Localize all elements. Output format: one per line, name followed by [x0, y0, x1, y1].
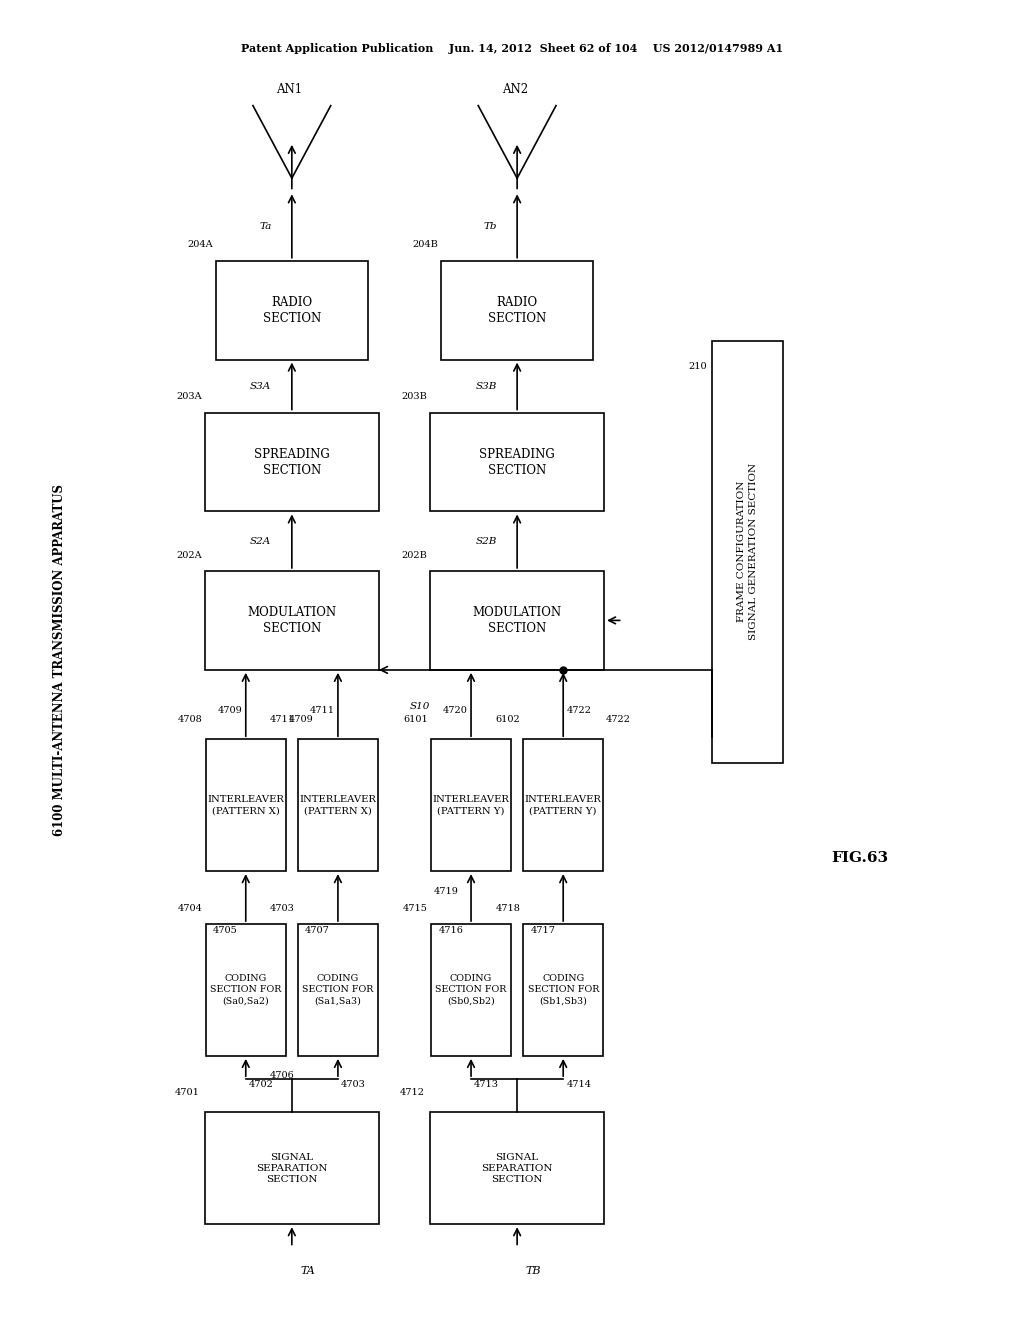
Text: 4703: 4703: [270, 904, 295, 912]
Text: 4701: 4701: [175, 1088, 200, 1097]
Text: S2A: S2A: [250, 537, 271, 545]
Text: RADIO
SECTION: RADIO SECTION: [263, 296, 321, 325]
Text: 6100 MULTI-ANTENNA TRANSMISSION APPARATUS: 6100 MULTI-ANTENNA TRANSMISSION APPARATU…: [53, 484, 66, 836]
Text: Ta: Ta: [259, 222, 271, 231]
Text: SPREADING
SECTION: SPREADING SECTION: [254, 447, 330, 477]
Text: 4706: 4706: [270, 1072, 295, 1080]
FancyBboxPatch shape: [205, 412, 379, 511]
FancyBboxPatch shape: [216, 261, 368, 359]
FancyBboxPatch shape: [441, 261, 593, 359]
FancyBboxPatch shape: [298, 924, 378, 1056]
Text: 202B: 202B: [401, 550, 427, 560]
FancyBboxPatch shape: [205, 570, 379, 671]
FancyBboxPatch shape: [430, 570, 604, 671]
Text: S3B: S3B: [475, 381, 497, 391]
Text: CODING
SECTION FOR
(Sb1,Sb3): CODING SECTION FOR (Sb1,Sb3): [527, 974, 599, 1006]
Text: 203A: 203A: [176, 392, 202, 401]
Text: 4705: 4705: [213, 927, 238, 935]
Text: 4709: 4709: [218, 706, 243, 714]
Text: MODULATION
SECTION: MODULATION SECTION: [247, 606, 337, 635]
Text: 4717: 4717: [530, 927, 555, 935]
FancyBboxPatch shape: [298, 739, 378, 871]
Text: CODING
SECTION FOR
(Sa1,Sa3): CODING SECTION FOR (Sa1,Sa3): [302, 974, 374, 1006]
Text: CODING
SECTION FOR
(Sa0,Sa2): CODING SECTION FOR (Sa0,Sa2): [210, 974, 282, 1006]
Text: 4713: 4713: [474, 1080, 499, 1089]
Text: 4714: 4714: [566, 1080, 591, 1089]
FancyBboxPatch shape: [523, 924, 603, 1056]
Text: 4711: 4711: [310, 706, 335, 714]
Text: 4712: 4712: [400, 1088, 425, 1097]
Text: 202A: 202A: [176, 550, 202, 560]
Text: 4719: 4719: [434, 887, 459, 895]
Text: 4708: 4708: [178, 715, 203, 723]
Text: 4716: 4716: [438, 927, 463, 935]
Text: 4703: 4703: [341, 1080, 366, 1089]
Text: TB: TB: [525, 1266, 541, 1276]
FancyBboxPatch shape: [206, 924, 286, 1056]
FancyBboxPatch shape: [430, 1111, 604, 1225]
Text: AN2: AN2: [502, 83, 528, 96]
Text: 4711: 4711: [270, 715, 295, 723]
Text: 4715: 4715: [403, 904, 428, 912]
Text: Patent Application Publication    Jun. 14, 2012  Sheet 62 of 104    US 2012/0147: Patent Application Publication Jun. 14, …: [241, 44, 783, 54]
Text: 4707: 4707: [305, 927, 330, 935]
FancyBboxPatch shape: [205, 1111, 379, 1225]
Text: SIGNAL
SEPARATION
SECTION: SIGNAL SEPARATION SECTION: [256, 1152, 328, 1184]
Text: 203B: 203B: [401, 392, 427, 401]
Text: RADIO
SECTION: RADIO SECTION: [488, 296, 546, 325]
Text: S2B: S2B: [475, 537, 497, 545]
Text: 4702: 4702: [249, 1080, 273, 1089]
Text: FIG.63: FIG.63: [831, 851, 889, 865]
FancyBboxPatch shape: [430, 412, 604, 511]
Text: 210: 210: [688, 363, 707, 371]
Text: Tb: Tb: [483, 222, 497, 231]
Text: AN1: AN1: [276, 83, 303, 96]
Text: MODULATION
SECTION: MODULATION SECTION: [472, 606, 562, 635]
Text: S3A: S3A: [250, 381, 271, 391]
Text: FRAME CONFIGURATION
SIGNAL GENERATION SECTION: FRAME CONFIGURATION SIGNAL GENERATION SE…: [737, 463, 758, 640]
Text: 4722: 4722: [566, 706, 591, 714]
Text: TA: TA: [300, 1266, 314, 1276]
Text: 4709: 4709: [289, 715, 313, 723]
Text: 4718: 4718: [496, 904, 520, 912]
Text: CODING
SECTION FOR
(Sb0,Sb2): CODING SECTION FOR (Sb0,Sb2): [435, 974, 507, 1006]
Text: S10: S10: [410, 702, 430, 710]
Text: SPREADING
SECTION: SPREADING SECTION: [479, 447, 555, 477]
FancyBboxPatch shape: [431, 739, 511, 871]
Text: 6102: 6102: [496, 715, 520, 723]
Text: 6101: 6101: [403, 715, 428, 723]
Text: INTERLEAVER
(PATTERN X): INTERLEAVER (PATTERN X): [207, 795, 285, 816]
Text: 4722: 4722: [606, 715, 631, 723]
Text: SIGNAL
SEPARATION
SECTION: SIGNAL SEPARATION SECTION: [481, 1152, 553, 1184]
FancyBboxPatch shape: [523, 739, 603, 871]
Text: 204B: 204B: [413, 240, 438, 249]
Text: INTERLEAVER
(PATTERN Y): INTERLEAVER (PATTERN Y): [524, 795, 602, 816]
FancyBboxPatch shape: [206, 739, 286, 871]
Text: INTERLEAVER
(PATTERN Y): INTERLEAVER (PATTERN Y): [432, 795, 510, 816]
FancyBboxPatch shape: [712, 341, 783, 763]
Text: INTERLEAVER
(PATTERN X): INTERLEAVER (PATTERN X): [299, 795, 377, 816]
Text: 4720: 4720: [443, 706, 468, 714]
FancyBboxPatch shape: [431, 924, 511, 1056]
Text: 4704: 4704: [178, 904, 203, 912]
Text: 204A: 204A: [187, 240, 213, 249]
